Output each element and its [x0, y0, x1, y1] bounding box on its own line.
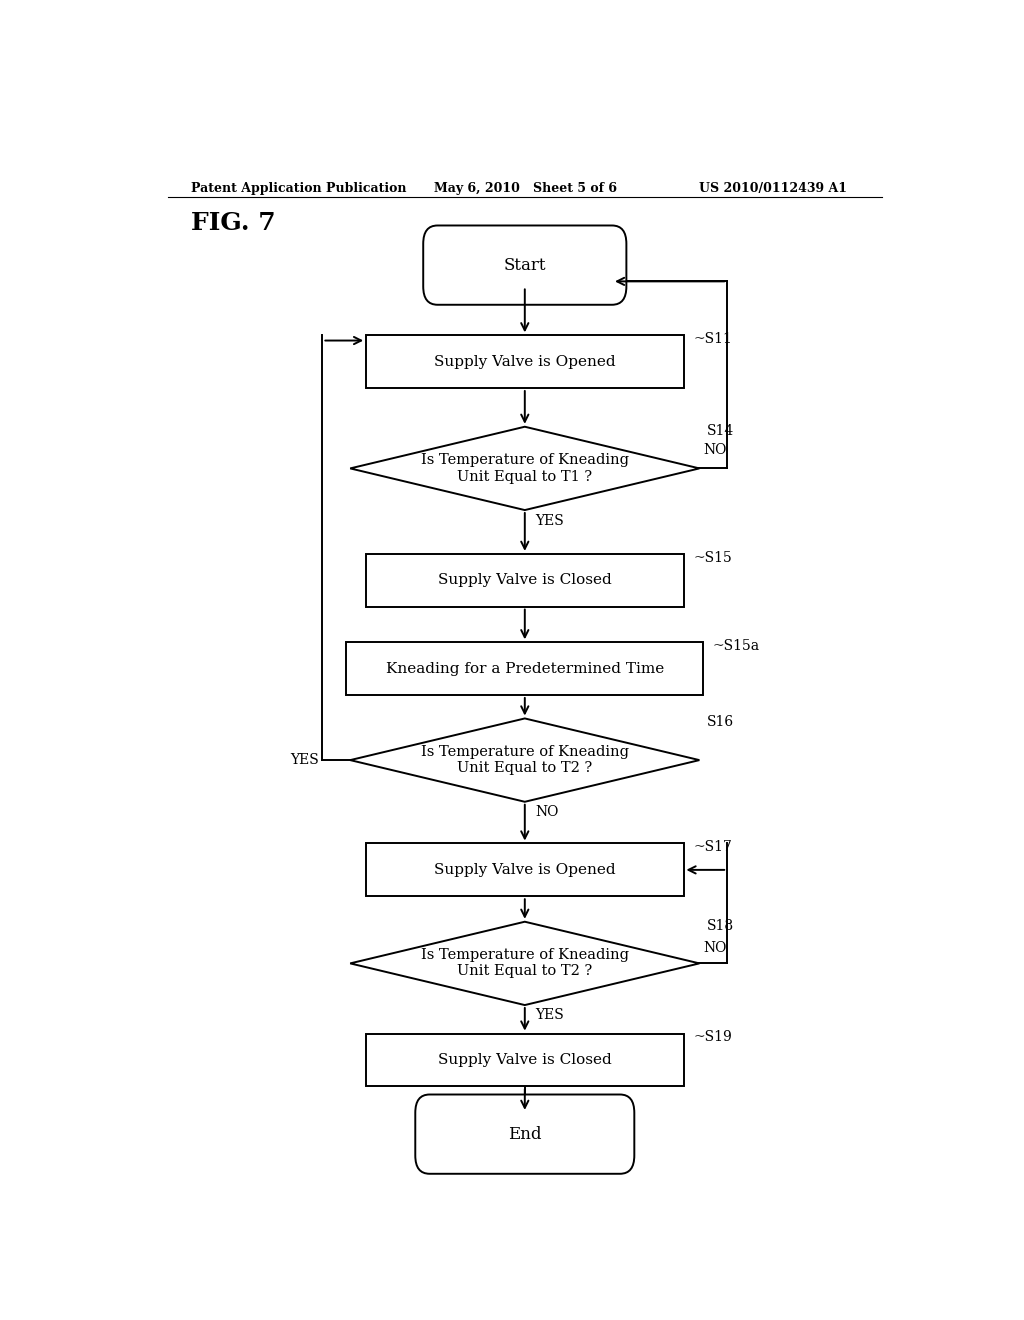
Text: ~S11: ~S11: [693, 333, 732, 346]
Text: ~S17: ~S17: [693, 841, 732, 854]
Text: Supply Valve is Opened: Supply Valve is Opened: [434, 355, 615, 368]
Text: Supply Valve is Closed: Supply Valve is Closed: [438, 1053, 611, 1067]
Text: May 6, 2010   Sheet 5 of 6: May 6, 2010 Sheet 5 of 6: [433, 182, 616, 195]
Text: ~S15a: ~S15a: [713, 639, 760, 653]
Text: S18: S18: [708, 919, 734, 933]
FancyBboxPatch shape: [416, 1094, 634, 1173]
Text: NO: NO: [536, 805, 558, 818]
FancyBboxPatch shape: [367, 1034, 684, 1086]
Text: US 2010/0112439 A1: US 2010/0112439 A1: [699, 182, 848, 195]
Text: Supply Valve is Closed: Supply Valve is Closed: [438, 573, 611, 587]
Text: End: End: [508, 1126, 542, 1143]
Text: Patent Application Publication: Patent Application Publication: [191, 182, 407, 195]
Text: Kneading for a Predetermined Time: Kneading for a Predetermined Time: [386, 661, 664, 676]
Text: YES: YES: [536, 515, 564, 528]
Polygon shape: [350, 921, 699, 1005]
Text: Supply Valve is Opened: Supply Valve is Opened: [434, 863, 615, 876]
Text: Start: Start: [504, 256, 546, 273]
Text: FIG. 7: FIG. 7: [191, 211, 276, 235]
Text: S14: S14: [708, 424, 734, 438]
FancyBboxPatch shape: [346, 643, 703, 696]
Text: YES: YES: [536, 1008, 564, 1022]
Polygon shape: [350, 426, 699, 510]
Text: NO: NO: [703, 941, 727, 956]
Text: Is Temperature of Kneading
Unit Equal to T1 ?: Is Temperature of Kneading Unit Equal to…: [421, 453, 629, 483]
FancyBboxPatch shape: [367, 335, 684, 388]
Polygon shape: [350, 718, 699, 801]
FancyBboxPatch shape: [367, 554, 684, 607]
Text: NO: NO: [703, 444, 727, 457]
Text: S16: S16: [708, 715, 734, 730]
Text: ~S19: ~S19: [693, 1031, 732, 1044]
Text: Is Temperature of Kneading
Unit Equal to T2 ?: Is Temperature of Kneading Unit Equal to…: [421, 744, 629, 775]
FancyBboxPatch shape: [367, 843, 684, 896]
FancyBboxPatch shape: [423, 226, 627, 305]
Text: YES: YES: [290, 754, 318, 767]
Text: Is Temperature of Kneading
Unit Equal to T2 ?: Is Temperature of Kneading Unit Equal to…: [421, 948, 629, 978]
Text: ~S15: ~S15: [693, 550, 732, 565]
